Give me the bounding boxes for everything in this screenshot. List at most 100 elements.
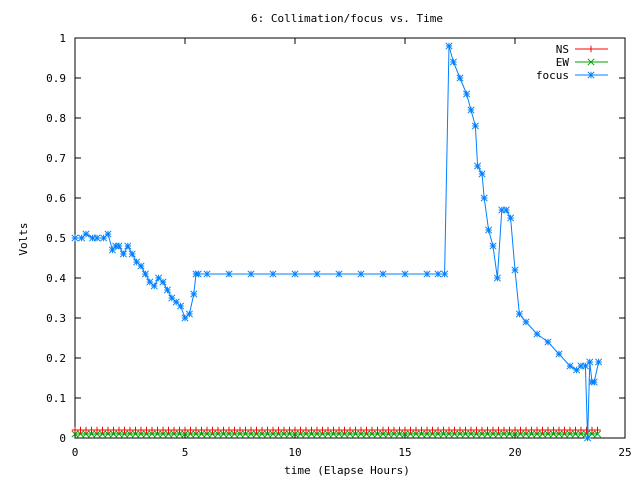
- data-point: [461, 430, 470, 438]
- data-point: [571, 430, 580, 438]
- data-point: [159, 430, 167, 438]
- x-tick-label: 15: [398, 446, 411, 459]
- data-point: [428, 430, 437, 438]
- data-point: [170, 430, 178, 438]
- data-point: [368, 426, 376, 434]
- data-point: [550, 426, 557, 434]
- data-point: [489, 242, 497, 250]
- data-point: [172, 298, 180, 306]
- data-point: [71, 234, 79, 242]
- data-point: [440, 426, 447, 434]
- data-point: [471, 122, 479, 130]
- data-point: [137, 262, 145, 270]
- data-point: [527, 430, 536, 438]
- data-point: [582, 430, 591, 438]
- data-point: [176, 426, 183, 434]
- legend-marker: [587, 71, 595, 79]
- data-point: [341, 426, 348, 434]
- data-point: [423, 426, 431, 434]
- data-point: [577, 426, 585, 434]
- series-line-focus: [75, 45, 600, 439]
- series-focus: [71, 42, 603, 442]
- data-point: [291, 430, 299, 438]
- data-point: [544, 338, 552, 346]
- series-NS: [71, 426, 601, 434]
- data-point: [198, 426, 205, 434]
- data-point: [77, 426, 84, 434]
- series-layer: [71, 42, 603, 442]
- data-point: [128, 250, 136, 258]
- data-point: [137, 430, 145, 438]
- data-point: [572, 426, 579, 434]
- data-point: [302, 426, 310, 434]
- data-point: [219, 430, 228, 438]
- data-point: [286, 426, 293, 434]
- data-point: [132, 426, 139, 434]
- data-point: [146, 278, 154, 286]
- data-point: [379, 270, 387, 278]
- data-point: [148, 430, 156, 438]
- data-point: [593, 430, 602, 438]
- axes: 0 5 10 15 20 25 0 0.1 0.2 0.3 0.4 0.5 0.6 0.7 0.8 0.9 1: [46, 32, 632, 459]
- data-point: [384, 430, 393, 438]
- data-point: [340, 430, 349, 438]
- data-point: [485, 226, 493, 234]
- data-point: [590, 378, 598, 386]
- data-point: [456, 426, 464, 434]
- data-point: [522, 430, 530, 438]
- data-point: [566, 426, 574, 434]
- data-point: [450, 430, 459, 438]
- data-point: [194, 270, 202, 278]
- data-point: [225, 270, 233, 278]
- data-point: [385, 426, 392, 434]
- data-point: [203, 270, 211, 278]
- data-point: [247, 426, 255, 434]
- data-point: [148, 426, 156, 434]
- data-point: [493, 274, 501, 282]
- data-point: [208, 430, 217, 438]
- data-point: [494, 430, 503, 438]
- data-point: [506, 426, 513, 434]
- data-point: [133, 258, 141, 266]
- y-axis-label: Volts: [17, 222, 30, 255]
- data-point: [291, 270, 299, 278]
- data-point: [100, 234, 108, 242]
- data-point: [505, 430, 514, 438]
- data-point: [500, 430, 508, 438]
- y-tick-label: 0.4: [46, 272, 66, 285]
- data-point: [231, 426, 238, 434]
- data-point: [119, 250, 127, 258]
- data-point: [538, 430, 547, 438]
- data-point: [406, 430, 415, 438]
- data-point: [445, 430, 453, 438]
- data-point: [131, 430, 140, 438]
- data-point: [214, 426, 222, 434]
- y-tick-label: 0.7: [46, 152, 66, 165]
- data-point: [522, 318, 530, 326]
- data-point: [89, 234, 97, 242]
- data-point: [467, 106, 475, 114]
- data-point: [588, 426, 596, 434]
- data-point: [280, 430, 288, 438]
- data-point: [155, 274, 163, 282]
- data-point: [434, 430, 442, 438]
- data-point: [462, 426, 469, 434]
- data-point: [368, 430, 376, 438]
- data-point: [280, 426, 288, 434]
- data-point: [511, 266, 519, 274]
- data-point: [214, 430, 222, 438]
- data-point: [108, 246, 116, 254]
- data-point: [511, 430, 519, 438]
- data-point: [373, 430, 382, 438]
- data-point: [583, 426, 590, 434]
- data-point: [449, 58, 457, 66]
- data-point: [209, 426, 216, 434]
- data-point: [357, 270, 365, 278]
- data-point: [445, 426, 453, 434]
- data-point: [577, 430, 585, 438]
- data-point: [153, 430, 162, 438]
- data-point: [236, 426, 244, 434]
- data-point: [170, 426, 178, 434]
